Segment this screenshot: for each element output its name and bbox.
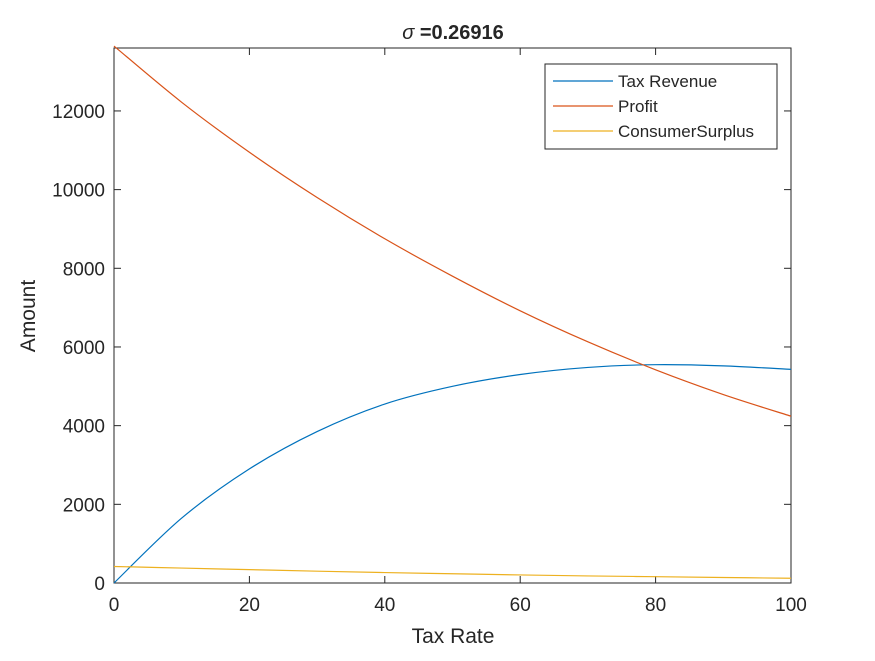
y-axis-label: Amount (17, 280, 40, 353)
x-tick-label: 20 (239, 595, 260, 616)
series-line-consumersurplus (113, 565, 792, 579)
x-tick-label: 100 (775, 595, 807, 616)
y-tick-label: 10000 (52, 181, 105, 202)
y-tick-label: 8000 (63, 259, 105, 280)
y-tick-label: 0 (94, 574, 105, 595)
x-tick-label: 60 (510, 595, 531, 616)
y-tick-label: 2000 (63, 495, 105, 516)
title-symbol: σ (402, 22, 415, 44)
y-tick-label: 12000 (52, 102, 105, 123)
x-tick-label: 0 (109, 595, 120, 616)
series-line-profit (113, 45, 792, 417)
legend-label-consumersurplus: ConsumerSurplus (618, 122, 754, 141)
legend-label-profit: Profit (618, 97, 658, 116)
x-tick-label: 40 (374, 595, 395, 616)
x-axis-label: Tax Rate (412, 625, 495, 648)
series-line-tax-revenue (113, 364, 792, 584)
x-tick-label: 80 (645, 595, 666, 616)
y-tick-label: 6000 (63, 338, 105, 359)
chart-title: σ =0.26916 (402, 22, 504, 44)
legend-label-tax-revenue: Tax Revenue (618, 72, 717, 91)
title-value: =0.26916 (414, 22, 504, 44)
plot-area: 0 20 40 60 80 100 0 2000 4000 6000 8000 10000 12000 T… (52, 45, 807, 616)
y-tick-label: 4000 (63, 417, 105, 438)
